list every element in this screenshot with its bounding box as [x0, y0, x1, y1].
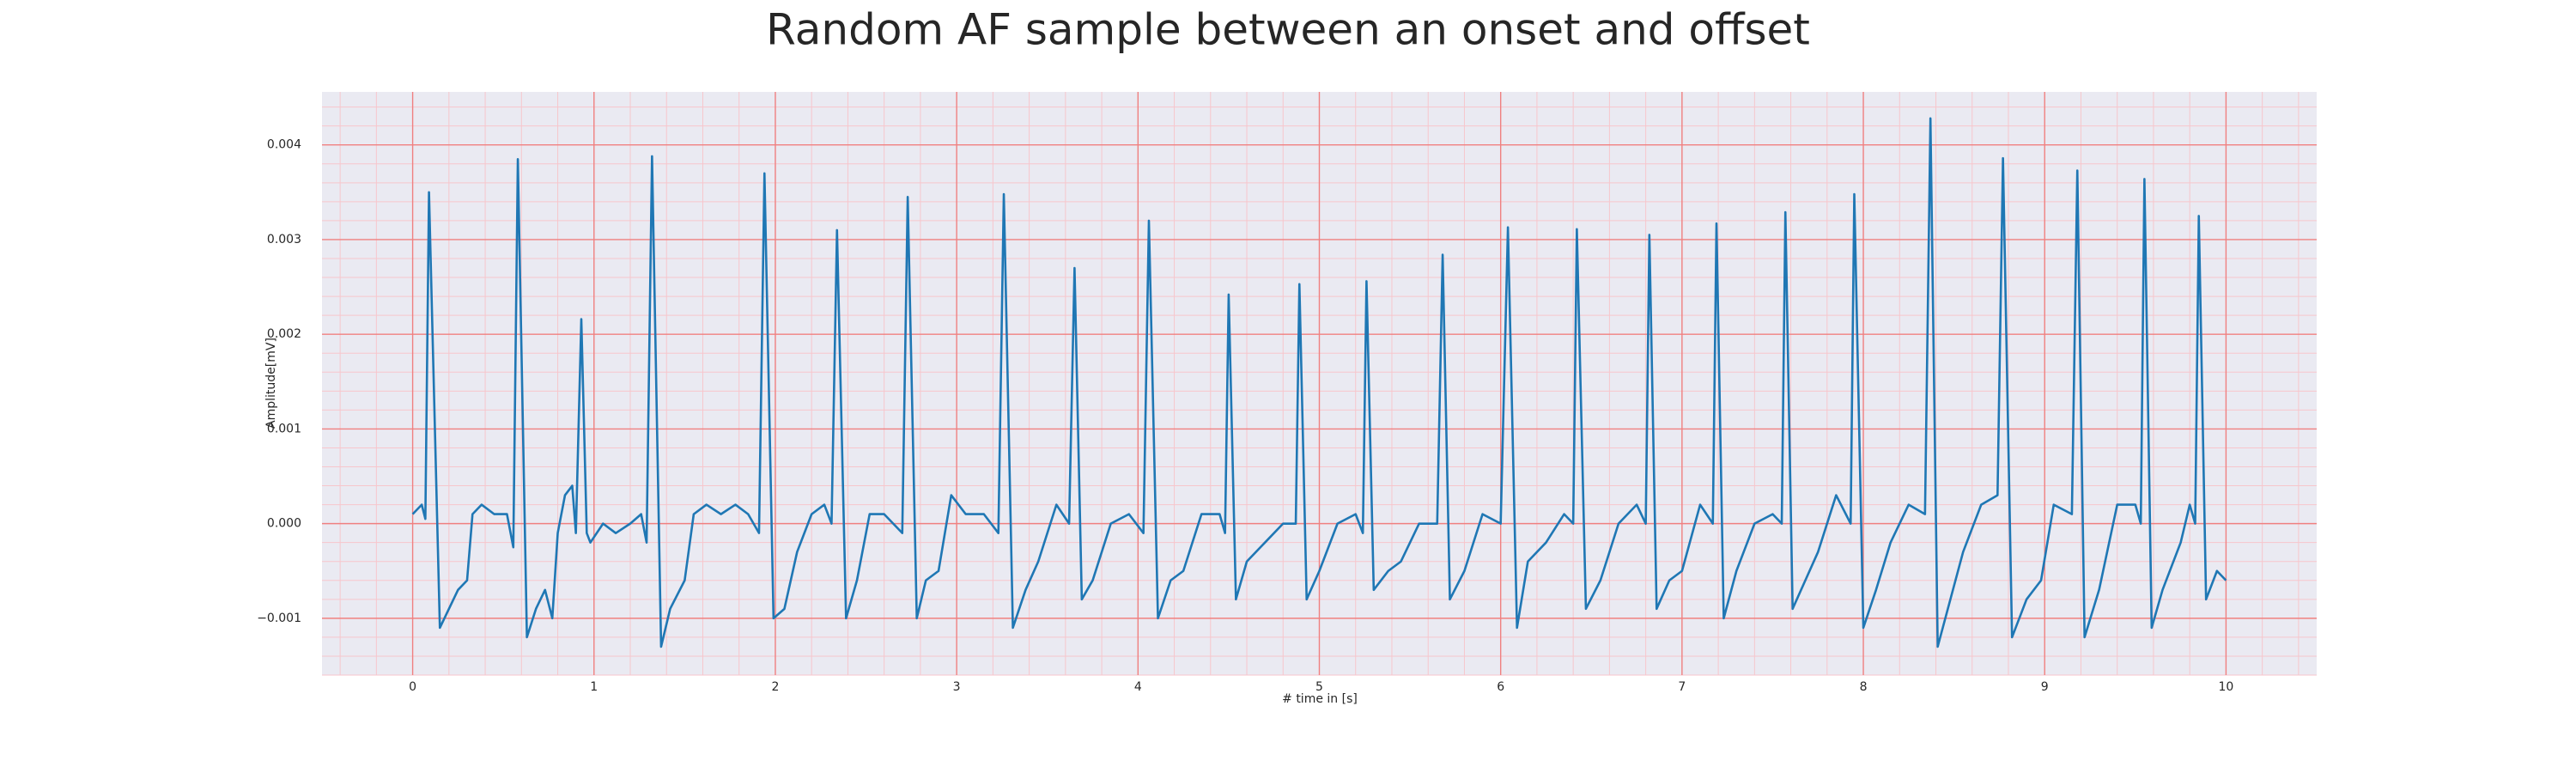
chart-title: Random AF sample between an onset and of… [766, 5, 1810, 55]
x-axis-label: # time in [s] [1282, 692, 1358, 706]
x-tick-label: 3 [953, 680, 961, 694]
x-tick-label: 1 [590, 680, 598, 694]
x-tick-label: 8 [1860, 680, 1868, 694]
y-tick-label: 0.001 [267, 422, 301, 435]
x-tick-label: 6 [1497, 680, 1504, 694]
x-tick-label: 2 [771, 680, 779, 694]
x-tick-label: 7 [1678, 680, 1686, 694]
signal-line [411, 117, 2227, 648]
y-tick-label: 0.004 [267, 138, 301, 152]
x-tick-label: 4 [1134, 680, 1142, 694]
y-tick-label: −0.001 [257, 612, 301, 625]
x-tick-label: 10 [2218, 680, 2233, 694]
x-tick-label: 9 [2041, 680, 2049, 694]
y-tick-label: 0.002 [267, 327, 301, 341]
y-axis-label: Amplitude[mV] [264, 338, 278, 429]
y-tick-label: 0.003 [267, 233, 301, 247]
y-tick-label: 0.000 [267, 517, 301, 531]
x-tick-label: 5 [1315, 680, 1323, 694]
x-tick-label: 0 [409, 680, 416, 694]
